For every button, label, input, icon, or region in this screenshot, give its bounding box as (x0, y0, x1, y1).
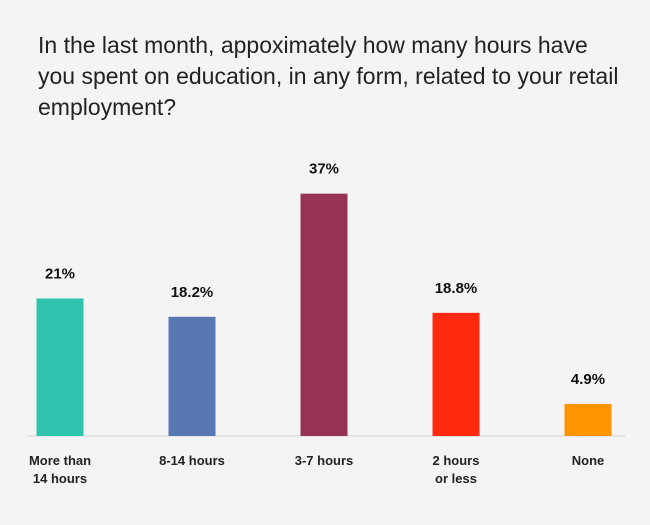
category-label-3: 3-7 hours (295, 453, 354, 468)
category-label-1-line-2: 14 hours (33, 471, 87, 486)
chart-title: In the last month, appoximately how many… (38, 32, 619, 120)
category-label-5: None (572, 453, 605, 468)
bar-3 (300, 193, 348, 436)
data-label-1: 21% (45, 265, 75, 282)
category-label-1-line-1: More than (29, 453, 91, 468)
bar-4 (432, 312, 480, 436)
data-label-2: 18.2% (171, 284, 214, 301)
category-label-4-line-2: or less (435, 471, 477, 486)
bar-2 (168, 316, 216, 436)
category-label-4-line-1: 2 hours (433, 453, 480, 468)
data-label-5: 4.9% (571, 371, 605, 388)
data-label-4: 18.8% (435, 280, 478, 297)
bar-1 (36, 298, 84, 436)
data-label-3: 37% (309, 161, 339, 178)
category-label-2: 8-14 hours (159, 453, 225, 468)
bar-5 (564, 403, 612, 436)
